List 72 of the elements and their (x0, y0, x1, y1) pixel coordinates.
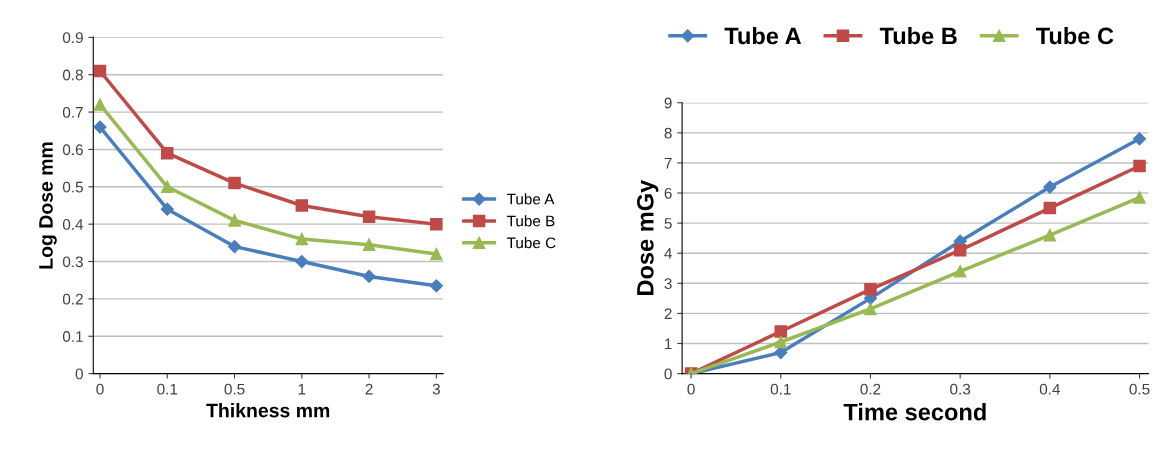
point (1043, 201, 1057, 215)
point (228, 214, 241, 227)
y-tick-label: 2 (664, 308, 672, 319)
point (1133, 191, 1146, 204)
x-axis-title: Thikness mm (206, 403, 330, 418)
y-tick-label: 0.1 (62, 331, 83, 342)
y-tick-label: 5 (664, 218, 672, 229)
y-tick-label: 0.5 (62, 181, 83, 193)
point (295, 199, 309, 212)
legend-label: Tube B (506, 215, 555, 227)
y-tick-label: 4 (664, 248, 672, 259)
x-tick-label: 0.3 (950, 383, 971, 395)
y-tick-label: 7 (664, 157, 672, 169)
x-tick-label: 0.5 (1129, 383, 1150, 395)
x-tick-label: 0.5 (224, 383, 245, 395)
legend-label: Tube C (506, 237, 556, 249)
point (430, 247, 443, 261)
point (227, 239, 242, 254)
point (362, 210, 376, 223)
y-tick-label: 1 (665, 338, 672, 350)
y-tick-label: 8 (664, 127, 672, 139)
y-tick-label: 0 (75, 368, 83, 380)
y-tick-label: 0.6 (62, 144, 83, 156)
point (295, 232, 309, 246)
point (1043, 228, 1057, 242)
y-axis-title: Dose mGy (636, 179, 659, 295)
x-tick-label: 0.1 (770, 383, 791, 395)
point (953, 265, 967, 278)
point (430, 217, 443, 231)
point (362, 238, 376, 251)
x-axis-title: Time second (843, 403, 986, 421)
y-axis-title: Log Dose mm (39, 142, 57, 269)
point (774, 335, 788, 349)
point (1043, 180, 1057, 194)
point (1132, 132, 1147, 146)
y-tick-label: 0 (664, 368, 672, 380)
x-tick-label: 0 (96, 383, 104, 395)
y-tick-label: 9 (664, 97, 672, 109)
legend-label: Tube C (1036, 26, 1114, 45)
legend-label: Tube B (879, 26, 957, 45)
y-tick-label: 0.3 (62, 256, 83, 268)
point (93, 120, 107, 134)
legend-label: Tube A (724, 26, 802, 45)
x-tick-label: 0.2 (860, 383, 881, 395)
y-tick-label: 0.2 (62, 293, 83, 305)
point (864, 302, 877, 316)
x-tick-label: 0 (687, 383, 695, 395)
point (93, 64, 107, 78)
point (429, 279, 443, 293)
point (774, 325, 788, 338)
x-tick-label: 0.4 (1039, 383, 1061, 395)
y-tick-label: 0.4 (62, 219, 84, 230)
point (160, 202, 174, 216)
x-tick-label: 3 (432, 383, 440, 395)
point (161, 146, 174, 160)
point (953, 243, 967, 257)
x-tick-label: 1 (298, 383, 306, 395)
y-tick-label: 6 (664, 187, 672, 199)
point (93, 98, 107, 111)
x-tick-label: 0.1 (157, 383, 178, 395)
point (295, 254, 309, 269)
legend-label: Tube A (506, 193, 555, 205)
point (1133, 159, 1146, 173)
y-tick-label: 0.9 (62, 32, 83, 44)
point (362, 269, 376, 284)
point (228, 176, 241, 190)
y-tick-label: 0.7 (62, 106, 83, 118)
point (864, 283, 877, 296)
point (161, 180, 174, 194)
y-tick-label: 3 (664, 278, 672, 289)
y-tick-label: 0.8 (62, 69, 83, 81)
x-tick-label: 2 (365, 383, 373, 395)
